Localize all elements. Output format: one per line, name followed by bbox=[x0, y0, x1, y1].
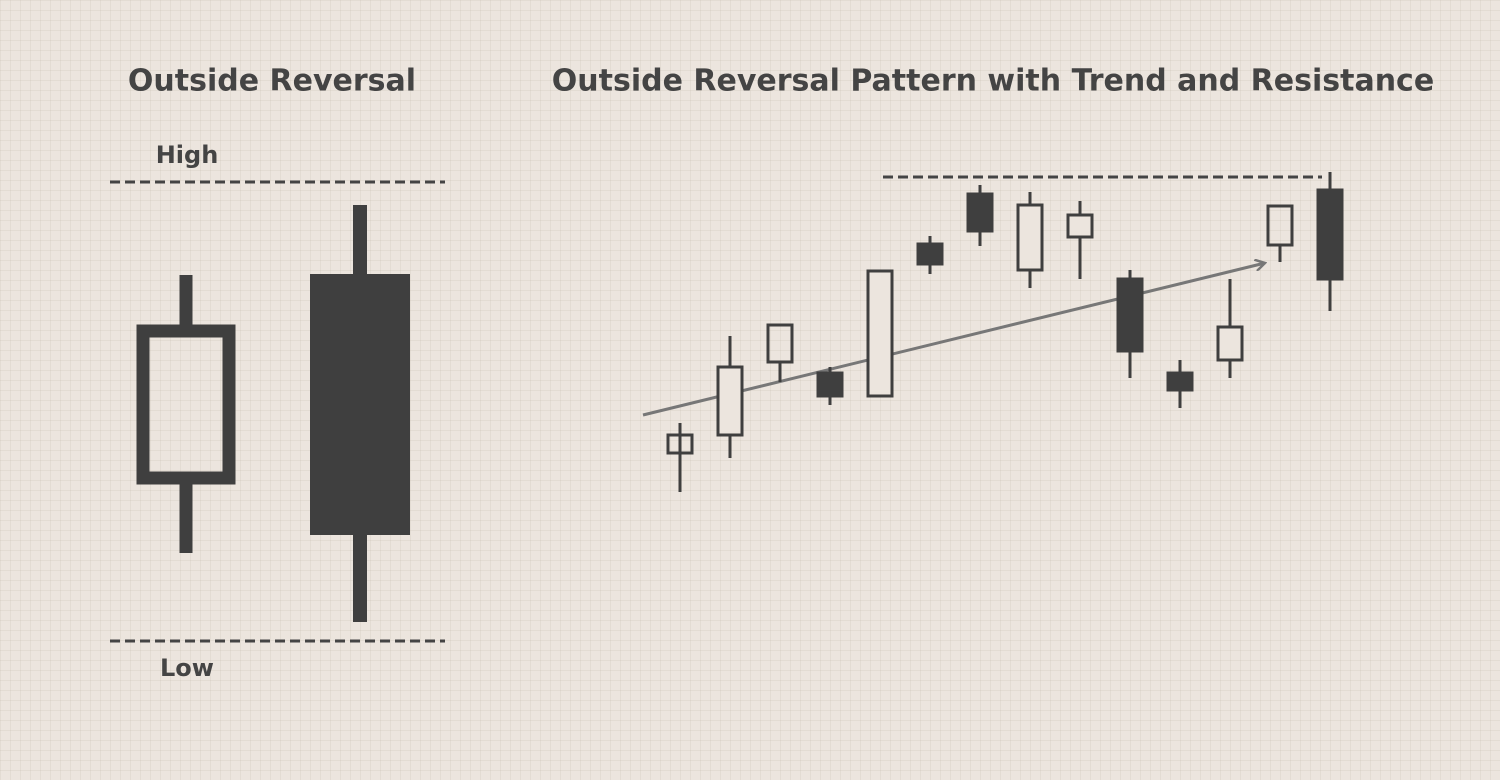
low-label: Low bbox=[160, 654, 214, 682]
candle-body bbox=[310, 274, 410, 535]
candle-body bbox=[1216, 325, 1244, 362]
candle-body bbox=[1116, 277, 1144, 353]
candle-body bbox=[866, 269, 894, 398]
candles bbox=[666, 172, 1344, 492]
high-label: High bbox=[156, 141, 219, 169]
candle-body bbox=[1016, 203, 1044, 272]
candle-body bbox=[716, 365, 744, 437]
candle-body bbox=[816, 371, 844, 398]
small-candle bbox=[136, 275, 236, 553]
trend-arrow bbox=[642, 263, 1265, 417]
candle-body bbox=[766, 323, 794, 364]
candle-body bbox=[966, 192, 994, 233]
left-title: Outside Reversal bbox=[128, 64, 416, 99]
candle-body bbox=[136, 324, 236, 485]
candle-body bbox=[1066, 213, 1094, 239]
right-title: Outside Reversal Pattern with Trend and … bbox=[552, 64, 1434, 99]
candle-body bbox=[1316, 188, 1344, 281]
candle-body bbox=[916, 242, 944, 266]
candle-body bbox=[1266, 204, 1294, 247]
big-candle bbox=[310, 205, 410, 622]
candle-body bbox=[1166, 371, 1194, 392]
candle-body bbox=[666, 433, 694, 455]
